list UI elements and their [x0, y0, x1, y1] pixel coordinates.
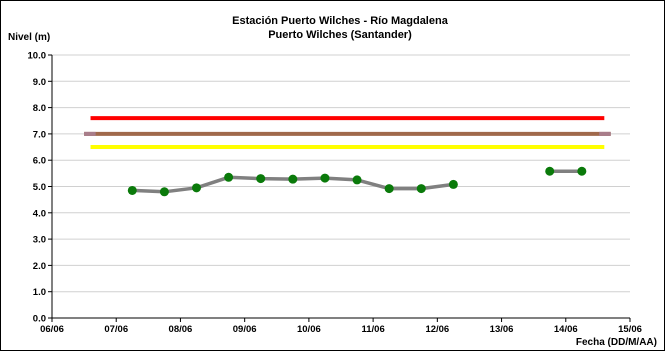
chart-title: Estación Puerto Wilches - Río Magdalena [232, 15, 449, 27]
data-point [384, 184, 394, 194]
data-point [159, 187, 169, 197]
x-tick-label: 08/06 [169, 324, 193, 335]
reference-lines [84, 116, 611, 150]
y-tick-label: 8.0 [33, 103, 46, 114]
y-tick-label: 5.0 [33, 182, 46, 193]
data-point [545, 166, 555, 176]
x-tick-label: 07/06 [104, 324, 128, 335]
data-point [127, 185, 137, 195]
x-tick-label: 10/06 [297, 324, 321, 335]
series [127, 166, 587, 197]
x-tick-label: 06/06 [40, 324, 64, 335]
data-point [448, 179, 458, 189]
x-tick-label: 09/06 [233, 324, 257, 335]
y-tick-label: 9.0 [33, 77, 46, 88]
y-tick-label: 0.0 [33, 314, 46, 325]
y-tick-label: 1.0 [33, 287, 46, 298]
y-axis-title: Nivel (m) [8, 32, 50, 43]
data-point [577, 166, 587, 176]
x-axis-title: Fecha (DD/M/AA) [576, 337, 657, 348]
axes: 0.0 1.0 2.0 3.0 4.0 5.0 6.0 7.0 8.0 9.0 10.0 06/06 0… [28, 51, 642, 336]
x-tick-label: 13/06 [490, 324, 514, 335]
x-tick-label: 14/06 [554, 324, 578, 335]
y-tick-label: 6.0 [33, 156, 46, 167]
y-tick-label: 7.0 [33, 129, 46, 140]
data-point [192, 183, 201, 193]
data-point [256, 174, 266, 184]
x-tick-label: 11/06 [361, 324, 384, 335]
y-tick-label: 4.0 [33, 208, 46, 219]
data-point [224, 172, 234, 182]
y-tick-label: 3.0 [33, 235, 46, 246]
data-point [320, 173, 330, 183]
y-tick-label: 10.0 [28, 51, 47, 62]
data-point [352, 175, 362, 185]
data-point [416, 184, 426, 194]
x-tick-label: 15/06 [618, 324, 642, 335]
data-point [288, 174, 298, 184]
x-tick-label: 12/06 [425, 324, 449, 335]
y-tick-label: 2.0 [33, 261, 46, 272]
chart-subtitle: Puerto Wilches (Santander) [268, 29, 412, 41]
